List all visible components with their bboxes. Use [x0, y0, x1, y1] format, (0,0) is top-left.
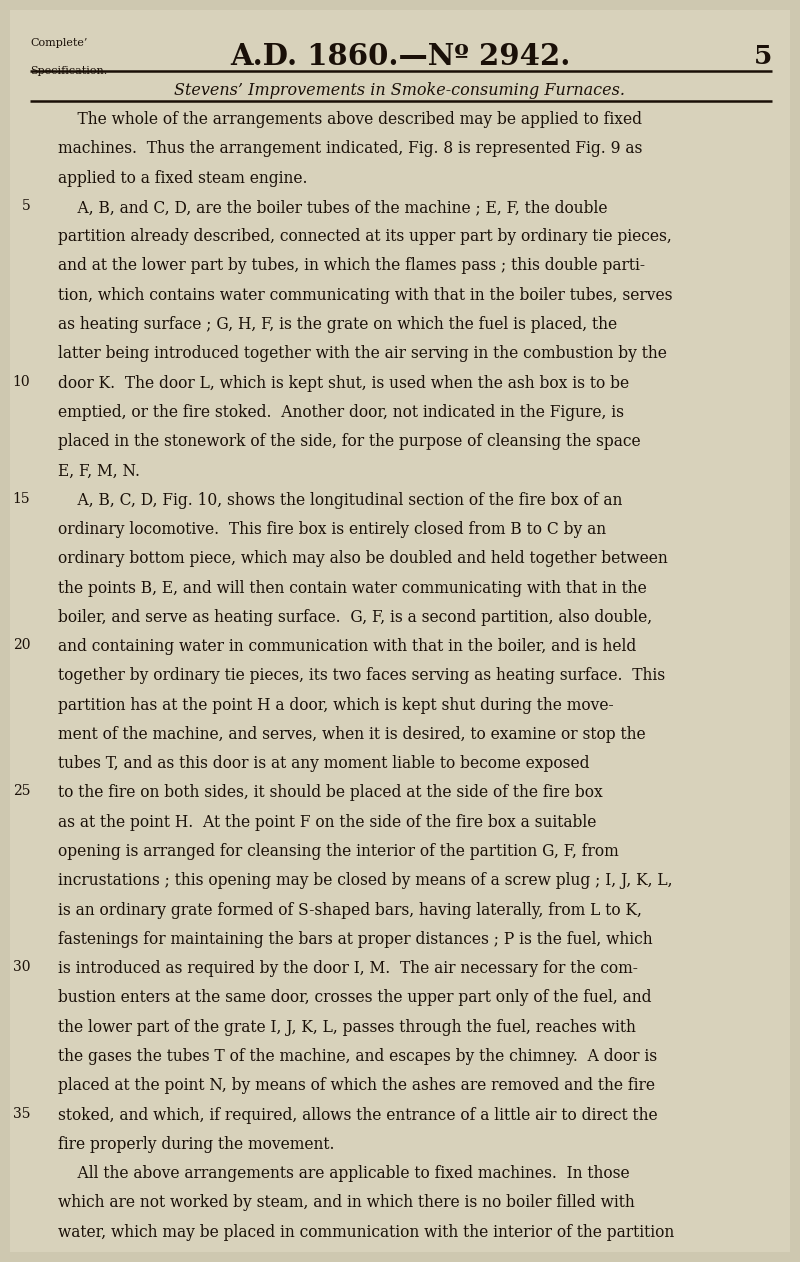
Text: boiler, and serve as heating surface.  G, F, is a second partition, also double,: boiler, and serve as heating surface. G,… [58, 608, 652, 626]
Text: as at the point H.  At the point F on the side of the fire box a suitable: as at the point H. At the point F on the… [58, 814, 596, 830]
Text: fastenings for maintaining the bars at proper distances ; P is the fuel, which: fastenings for maintaining the bars at p… [58, 931, 652, 948]
Text: emptied, or the fire stoked.  Another door, not indicated in the Figure, is: emptied, or the fire stoked. Another doo… [58, 404, 624, 420]
Text: is an ordinary grate formed of S-shaped bars, having laterally, from L to K,: is an ordinary grate formed of S-shaped … [58, 901, 642, 919]
Text: fire properly during the movement.: fire properly during the movement. [58, 1136, 334, 1152]
Text: All the above arrangements are applicable to fixed machines.  In those: All the above arrangements are applicabl… [58, 1165, 630, 1182]
Text: 5: 5 [22, 199, 30, 213]
Text: incrustations ; this opening may be closed by means of a screw plug ; I, J, K, L: incrustations ; this opening may be clos… [58, 872, 672, 890]
Text: the points B, E, and will then contain water communicating with that in the: the points B, E, and will then contain w… [58, 579, 646, 597]
Text: 15: 15 [13, 492, 30, 506]
Text: A, B, and C, D, are the boiler tubes of the machine ; E, F, the double: A, B, and C, D, are the boiler tubes of … [58, 199, 607, 216]
Text: 25: 25 [13, 785, 30, 799]
Text: bustion enters at the same door, crosses the upper part only of the fuel, and: bustion enters at the same door, crosses… [58, 989, 651, 1006]
Text: to the fire on both sides, it should be placed at the side of the fire box: to the fire on both sides, it should be … [58, 785, 602, 801]
Text: tubes T, and as this door is at any moment liable to become exposed: tubes T, and as this door is at any mome… [58, 755, 589, 772]
Text: and containing water in communication with that in the boiler, and is held: and containing water in communication wi… [58, 639, 636, 655]
Text: placed in the stonework of the side, for the purpose of cleansing the space: placed in the stonework of the side, for… [58, 433, 640, 451]
Text: water, which may be placed in communication with the interior of the partition: water, which may be placed in communicat… [58, 1224, 674, 1241]
Text: 5: 5 [754, 44, 772, 69]
Text: machines.  Thus the arrangement indicated, Fig. 8 is represented Fig. 9 as: machines. Thus the arrangement indicated… [58, 140, 642, 158]
Text: A, B, C, D, Fig. 10, shows the longitudinal section of the fire box of an: A, B, C, D, Fig. 10, shows the longitudi… [58, 492, 622, 509]
Text: which are not worked by steam, and in which there is no boiler filled with: which are not worked by steam, and in wh… [58, 1194, 634, 1212]
Text: 10: 10 [13, 375, 30, 389]
Text: together by ordinary tie pieces, its two faces serving as heating surface.  This: together by ordinary tie pieces, its two… [58, 668, 665, 684]
Text: latter being introduced together with the air serving in the combustion by the: latter being introduced together with th… [58, 346, 666, 362]
Text: Stevens’ Improvements in Smoke-consuming Furnaces.: Stevens’ Improvements in Smoke-consuming… [174, 82, 626, 100]
Text: stoked, and which, if required, allows the entrance of a little air to direct th: stoked, and which, if required, allows t… [58, 1107, 658, 1123]
Text: the lower part of the grate I, J, K, L, passes through the fuel, reaches with: the lower part of the grate I, J, K, L, … [58, 1018, 635, 1036]
Text: tion, which contains water communicating with that in the boiler tubes, serves: tion, which contains water communicating… [58, 286, 672, 304]
Text: door K.  The door L, which is kept shut, is used when the ash box is to be: door K. The door L, which is kept shut, … [58, 375, 629, 391]
Text: ordinary bottom piece, which may also be doubled and held together between: ordinary bottom piece, which may also be… [58, 550, 667, 567]
Text: The whole of the arrangements above described may be applied to fixed: The whole of the arrangements above desc… [58, 111, 642, 127]
Text: E, F, M, N.: E, F, M, N. [58, 462, 139, 480]
Text: applied to a fixed steam engine.: applied to a fixed steam engine. [58, 169, 307, 187]
Text: 35: 35 [13, 1107, 30, 1121]
Text: A.D. 1860.—Nº 2942.: A.D. 1860.—Nº 2942. [230, 43, 570, 71]
Text: partition already described, connected at its upper part by ordinary tie pieces,: partition already described, connected a… [58, 228, 671, 245]
FancyBboxPatch shape [10, 10, 790, 1252]
Text: as heating surface ; G, H, F, is the grate on which the fuel is placed, the: as heating surface ; G, H, F, is the gra… [58, 316, 617, 333]
Text: Specification.: Specification. [30, 66, 108, 76]
Text: ordinary locomotive.  This fire box is entirely closed from B to C by an: ordinary locomotive. This fire box is en… [58, 521, 606, 538]
Text: opening is arranged for cleansing the interior of the partition G, F, from: opening is arranged for cleansing the in… [58, 843, 618, 859]
Text: the gases the tubes T of the machine, and escapes by the chimney.  A door is: the gases the tubes T of the machine, an… [58, 1047, 657, 1065]
Text: placed at the point N, by means of which the ashes are removed and the fire: placed at the point N, by means of which… [58, 1078, 654, 1094]
Text: 30: 30 [13, 960, 30, 974]
Text: Complete’: Complete’ [30, 38, 88, 48]
Text: partition has at the point H a door, which is kept shut during the move-: partition has at the point H a door, whi… [58, 697, 614, 713]
Text: ment of the machine, and serves, when it is desired, to examine or stop the: ment of the machine, and serves, when it… [58, 726, 646, 743]
Text: is introduced as required by the door I, M.  The air necessary for the com-: is introduced as required by the door I,… [58, 960, 638, 977]
Text: 20: 20 [13, 639, 30, 652]
Text: and at the lower part by tubes, in which the flames pass ; this double parti-: and at the lower part by tubes, in which… [58, 257, 645, 274]
